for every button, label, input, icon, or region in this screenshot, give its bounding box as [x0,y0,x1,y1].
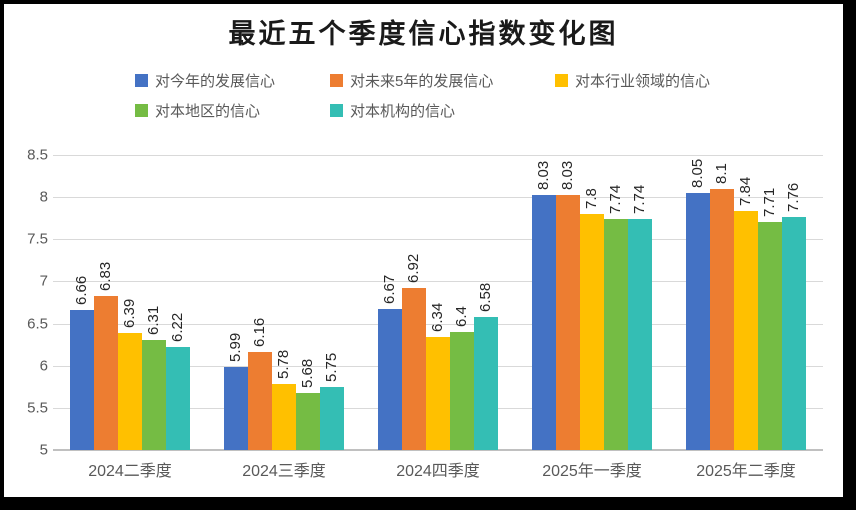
legend-swatch [555,74,568,87]
legend-item: 对本机构的信心 [330,100,555,121]
chart-canvas: 最近五个季度信心指数变化图 对今年的发展信心 对未来5年的发展信心 对本行业领域的信… [4,4,843,497]
legend-item: 对未来5年的发展信心 [330,70,555,91]
y-tick-label: 7.5 [27,230,48,248]
bar-value-label: 6.22 [169,312,186,343]
y-tick-label: 8 [39,188,48,206]
bar [686,192,710,450]
legend: 对今年的发展信心 对未来5年的发展信心 对本行业领域的信心对本地区的信心 对本机构的信… [135,70,785,121]
bar-value-label: 8.1 [713,162,730,184]
gridline [53,155,823,156]
bar-value-label: 6.31 [145,305,162,335]
bar-value-label: 8.05 [689,158,706,188]
x-category-label: 2024三季度 [242,463,326,480]
bar-value-label: 7.74 [607,184,624,215]
bar-value-label: 6.58 [477,282,494,312]
bar [450,332,474,450]
x-category-label: 2025年一季度 [542,463,642,480]
bar-value-label: 6.67 [381,275,398,305]
x-category-label: 2024四季度 [396,463,480,480]
gridline [53,239,823,241]
bar [532,194,556,450]
bar [710,188,734,450]
bar-value-label: 5.75 [323,352,340,382]
legend-swatch [330,104,343,117]
bar-value-label: 6.4 [453,306,470,327]
legend-item: 对本行业领域的信心 [555,70,785,91]
bar-value-label: 5.68 [299,358,316,388]
bar [402,288,426,450]
legend-swatch [135,104,148,117]
legend-item: 对本地区的信心 [135,100,330,121]
bar [320,386,344,450]
x-category-label: 2025年二季度 [696,463,796,480]
bar [782,217,806,450]
legend-swatch [330,74,343,87]
legend-label: 对本机构的信心 [350,103,456,120]
bar [142,339,166,450]
bar [556,194,580,450]
legend-swatch [135,74,148,87]
bar-value-label: 8.03 [559,160,576,190]
bar [474,316,498,450]
legend-label: 对今年的发展信心 [155,73,276,90]
y-tick-label: 5.5 [27,399,48,417]
bar-value-label: 7.8 [583,188,600,209]
bar-value-label: 7.71 [761,187,778,217]
bar-value-label: 5.78 [275,350,292,380]
gridline [53,323,823,325]
chart-title: 最近五个季度信心指数变化图 [228,19,619,49]
bar-value-label: 7.74 [631,184,648,215]
bar-value-label: 7.84 [737,176,754,206]
bar [604,219,628,450]
y-tick-label: 6.5 [27,315,48,333]
bar-value-label: 6.16 [251,318,268,348]
bar-value-label: 7.76 [785,183,802,213]
y-tick-label: 8.5 [27,146,48,164]
y-tick-label: 5 [39,441,48,459]
bar-value-label: 6.34 [429,302,446,333]
bar [248,352,272,450]
bar [734,210,758,450]
bar [224,366,248,450]
bar [272,384,296,450]
bar [94,295,118,450]
bar-value-label: 6.66 [73,275,90,306]
bar [118,332,142,450]
bar [580,214,604,450]
bar [628,219,652,450]
bar [70,310,94,450]
plot-area: 6.66 6.83 6.39 6.31 6.22 5.99 6.16 5.78 5.68 5.75… [53,155,823,451]
legend-label: 对本地区的信心 [155,103,261,120]
gridline [53,281,823,283]
bar-value-label: 6.83 [97,261,114,291]
x-axis-line [53,449,823,451]
y-tick-label: 7 [39,272,48,290]
bar-value-label: 8.03 [535,160,552,190]
bar-value-label: 6.92 [405,253,422,284]
gridline [53,197,823,199]
bar [296,392,320,450]
bar [426,337,450,450]
bar [758,221,782,450]
x-category-label: 2024二季度 [88,463,172,480]
bar-value-label: 5.99 [227,332,244,362]
legend-label: 对本行业领域的信心 [575,73,711,90]
bar [166,347,190,450]
legend-label: 对未来5年的发展信心 [350,73,494,90]
y-tick-label: 6 [39,357,48,375]
legend-item: 对今年的发展信心 [135,70,330,91]
bar [378,309,402,450]
bar-value-label: 6.39 [121,298,138,328]
